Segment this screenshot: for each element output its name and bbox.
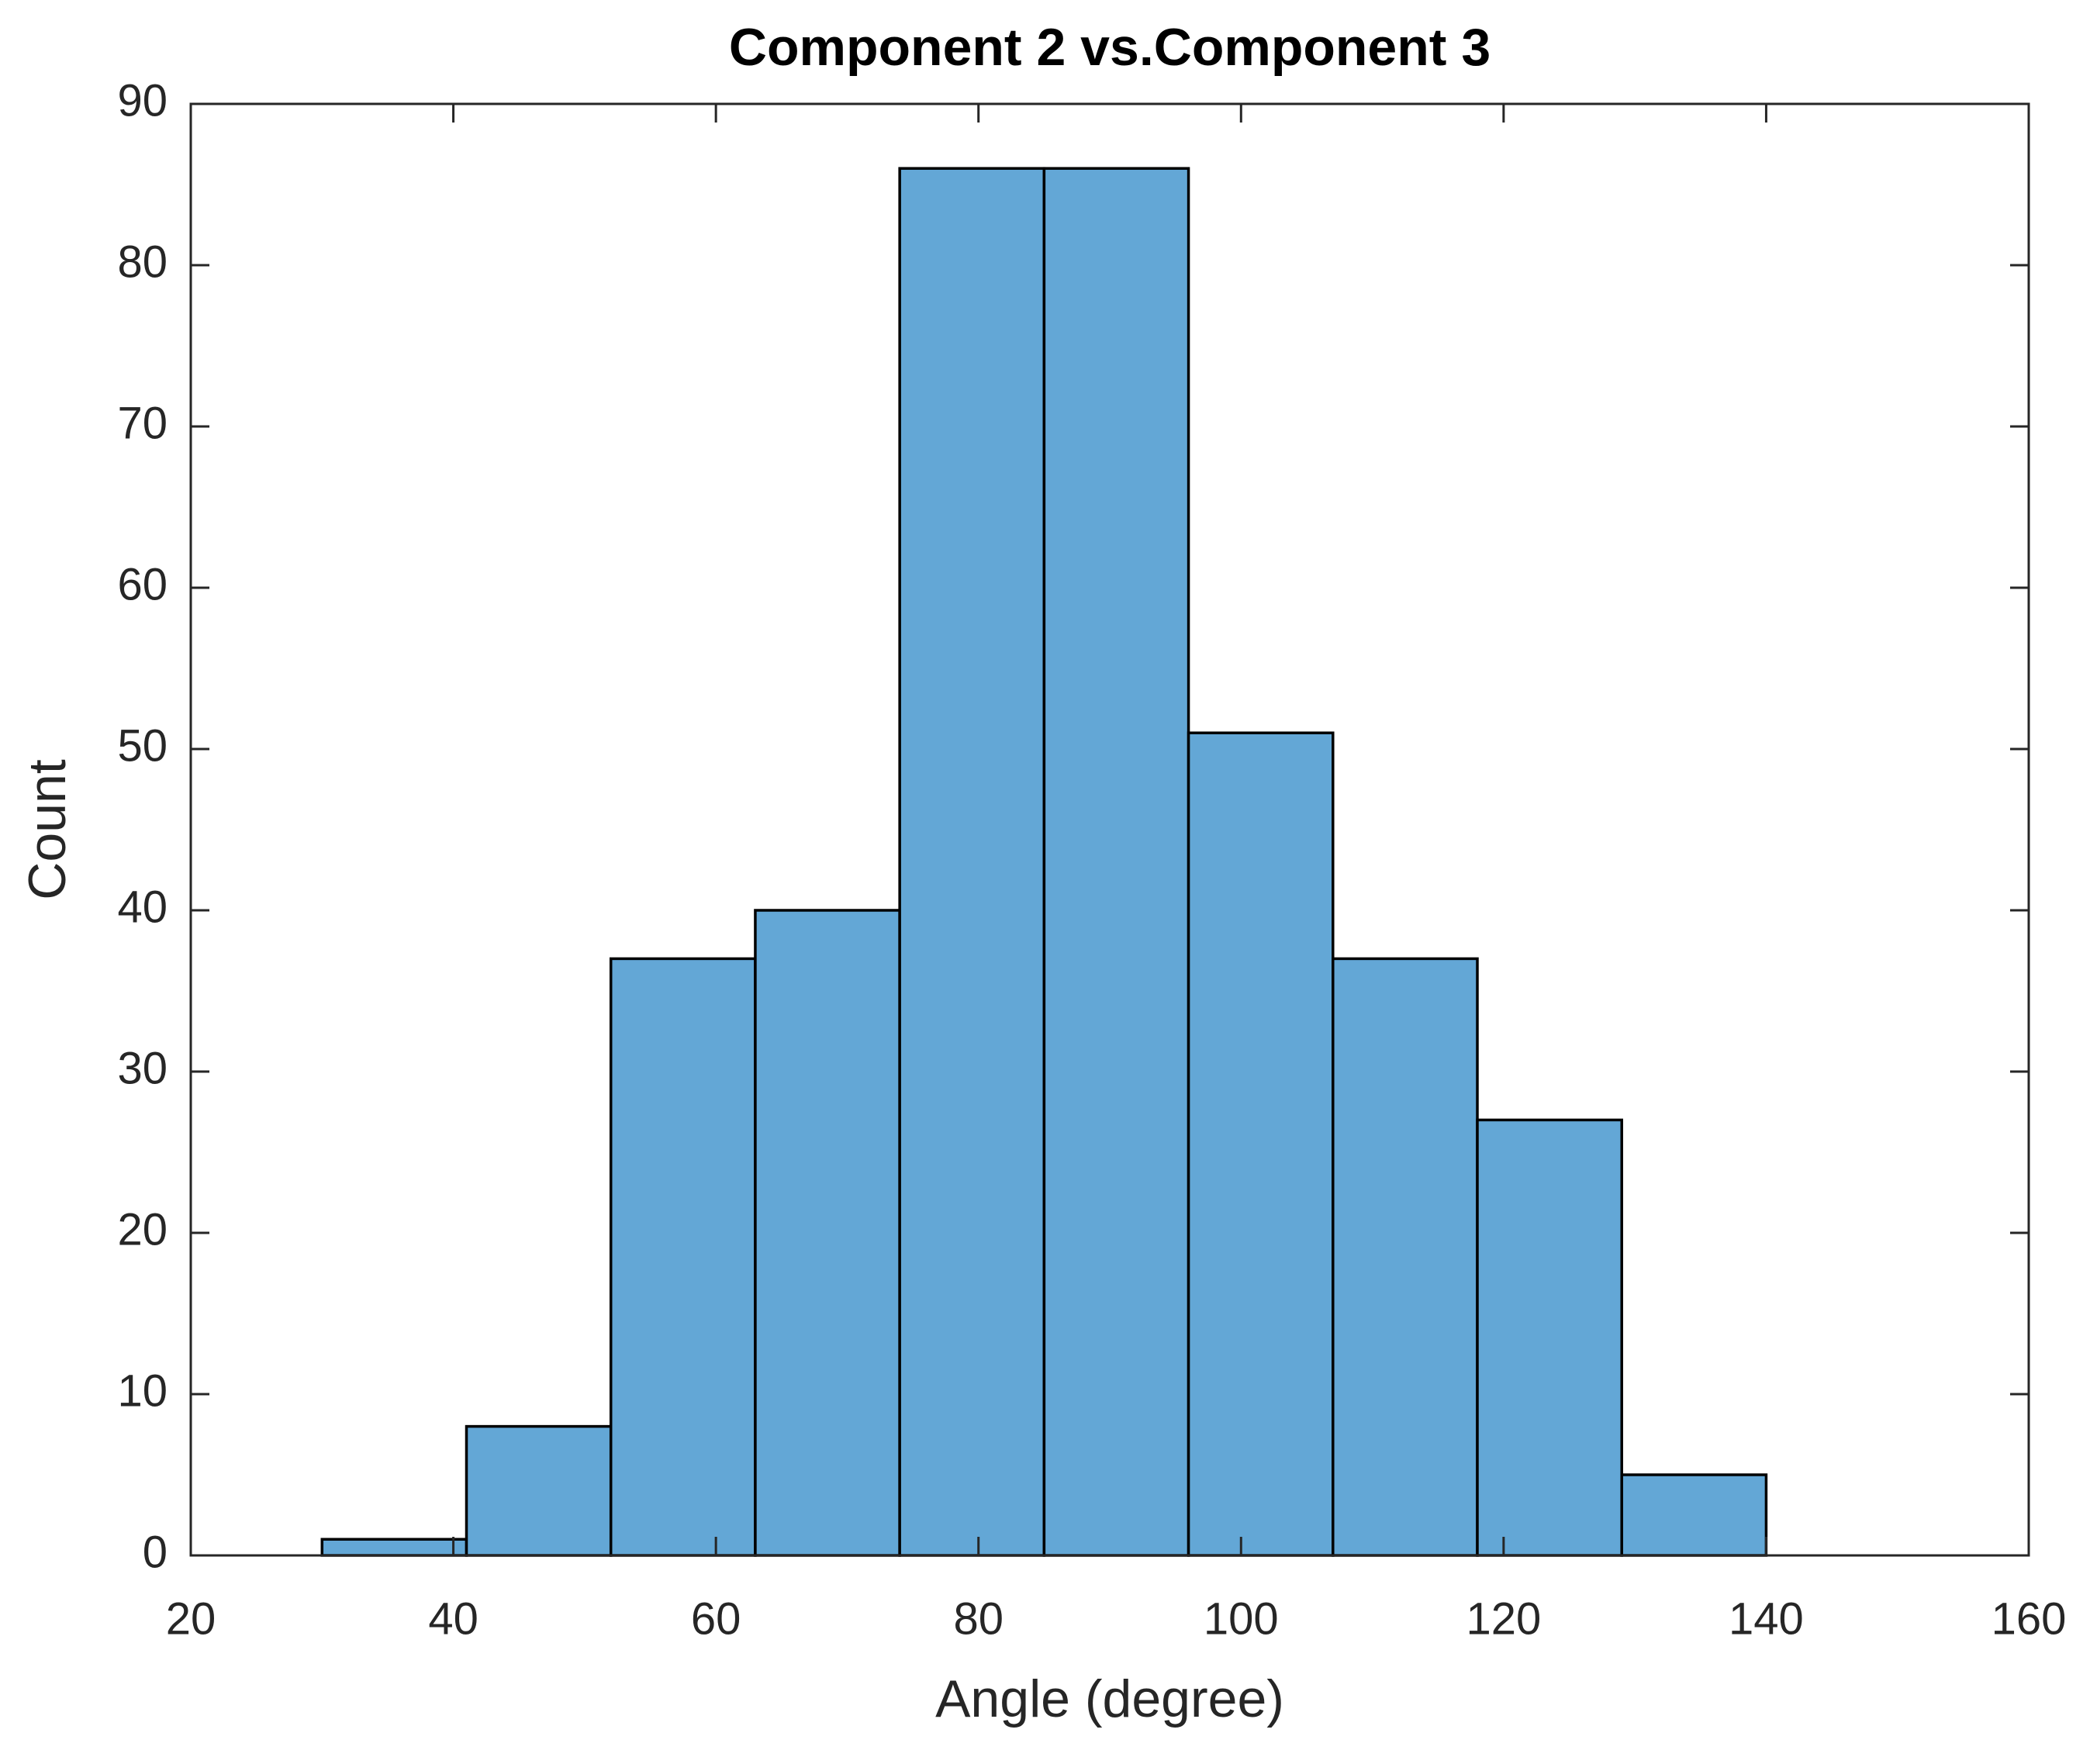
axes-box (189, 102, 2030, 1557)
bar (754, 909, 901, 1557)
x-tick-label: 160 (1992, 1593, 2067, 1644)
bar (465, 1424, 613, 1557)
chart-title: Component 2 vs.Component 3 (729, 18, 1491, 77)
x-tick-label: 60 (691, 1593, 741, 1644)
y-tick-label: 60 (117, 559, 168, 609)
y-tick-label: 20 (117, 1204, 168, 1255)
bar (320, 1538, 468, 1557)
x-axis-label: Angle (degree) (935, 1669, 1284, 1728)
bar (1187, 731, 1335, 1557)
bar (1042, 167, 1190, 1557)
y-tick-label: 50 (117, 720, 168, 771)
y-tick-label: 0 (143, 1527, 168, 1577)
x-tick-label: 40 (428, 1593, 478, 1644)
bar (609, 957, 757, 1557)
x-tick-label: 120 (1466, 1593, 1541, 1644)
y-tick-label: 30 (117, 1043, 168, 1093)
y-tick-label: 80 (117, 236, 168, 287)
x-tick-label: 20 (166, 1593, 216, 1644)
y-tick-label: 90 (117, 75, 168, 126)
bar (1620, 1473, 1768, 1557)
x-tick-label: 80 (953, 1593, 1004, 1644)
y-tick-label: 70 (117, 398, 168, 448)
y-tick-label: 10 (117, 1365, 168, 1416)
y-axis-label: Count (18, 759, 77, 900)
bar (1476, 1118, 1623, 1557)
bar (1332, 957, 1479, 1557)
x-tick-label: 100 (1204, 1593, 1279, 1644)
bar (898, 167, 1046, 1557)
y-tick-label: 40 (117, 882, 168, 932)
x-tick-label: 140 (1729, 1593, 1804, 1644)
